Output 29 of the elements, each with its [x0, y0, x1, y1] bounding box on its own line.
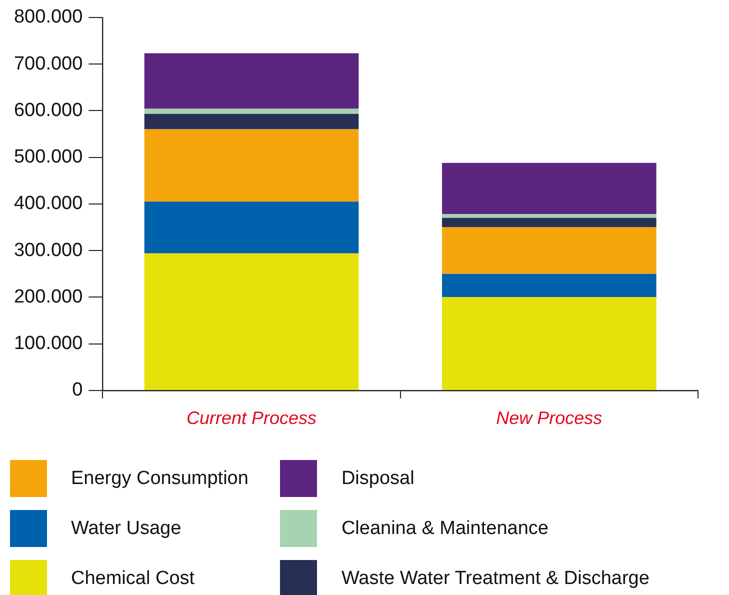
legend-label: Energy Consumption [71, 468, 248, 490]
legend-label: Disposal [341, 468, 414, 490]
y-tick-label: 0 [72, 380, 83, 401]
y-tick-label: 100.000 [14, 333, 83, 354]
legend-label: Cleanina & Maintenance [341, 518, 548, 540]
bar [442, 218, 656, 228]
y-tick-label: 700.000 [14, 53, 83, 74]
y-tick-label: 800.000 [14, 6, 83, 28]
y-tick-label: 600.000 [14, 100, 83, 121]
bar [144, 253, 359, 390]
y-tick-label: 400.000 [14, 193, 83, 214]
y-tick-label: 500.000 [14, 146, 83, 168]
x-tick-label: New Process [496, 408, 602, 428]
legend-label: Chemical Cost [71, 568, 195, 590]
bar [144, 129, 359, 202]
bar [144, 53, 359, 109]
legend-label: Water Usage [71, 518, 182, 540]
bar [442, 214, 656, 218]
bar [442, 227, 656, 274]
bar [442, 274, 656, 298]
bar [442, 297, 656, 390]
legend-label: Waste Water Treatment & Discharge [341, 568, 650, 590]
y-tick-label: 200.000 [14, 286, 83, 308]
bar [144, 108, 359, 114]
bar [144, 202, 359, 254]
bar [144, 114, 359, 130]
bar [442, 162, 656, 214]
y-tick-label: 300.000 [14, 240, 83, 261]
x-tick-label: Current Process [186, 408, 317, 428]
